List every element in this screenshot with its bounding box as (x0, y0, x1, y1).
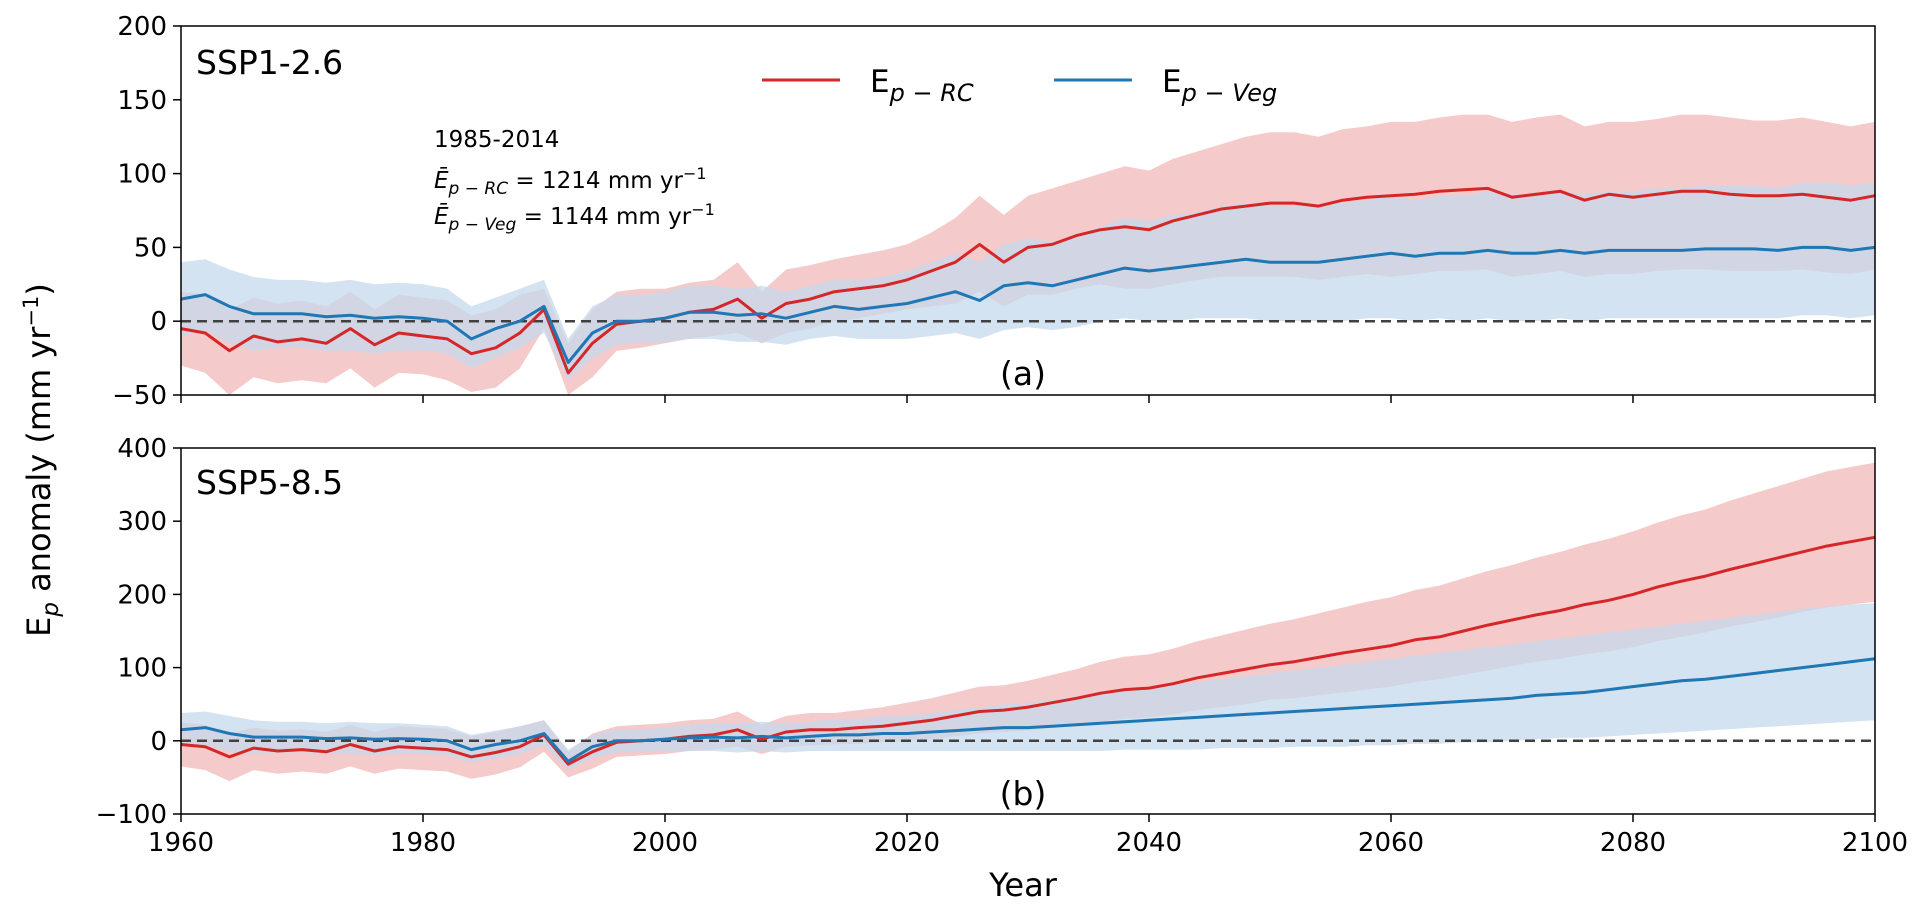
panel-a-yticks: 200 150 100 50 0 −50 (112, 12, 181, 411)
panel-a-line-ep-veg (180, 245, 1876, 364)
panel-a-title: SSP1-2.6 (196, 43, 343, 82)
annotation-veg: Ēp − Veg = 1144 mm yr−1 (434, 200, 715, 235)
y-tick-label: −100 (96, 800, 167, 830)
legend-rc-main: E (870, 64, 890, 100)
annotation-rc: Ēp − RC = 1214 mm yr−1 (434, 164, 707, 199)
y-tick-label: 200 (117, 580, 167, 610)
panel-b-title: SSP5-8.5 (196, 463, 343, 502)
panel-b-band-ep-veg (181, 603, 1875, 771)
annotation-rc-sym: Ē (434, 167, 449, 194)
x-tick-label: 2000 (632, 828, 698, 858)
annotation-veg-sup: −1 (691, 200, 715, 219)
y-tick-label: 150 (117, 86, 167, 116)
x-tick-label: 1980 (390, 828, 456, 858)
panel-b-line-ep-rc (180, 535, 1876, 766)
baseline-annotation: 1985-2014 Ēp − RC = 1214 mm yr−1 Ēp − Ve… (434, 127, 715, 235)
y-axis-title: Ep anomaly (mm yr−1) (19, 283, 64, 637)
panel-a-bands (181, 114, 1875, 395)
panel-a-xticks (180, 395, 1876, 403)
legend: Ep − RC Ep − Veg (762, 64, 1277, 107)
x-tick-label: 2100 (1842, 828, 1908, 858)
y-axis-title-sub: p (38, 602, 64, 618)
panel-a-line-ep-rc (180, 186, 1876, 375)
panel-b-tag: (b) (1000, 774, 1047, 813)
panel-b-xticks: 1960 1980 2000 2020 2040 2060 2080 2100 (148, 814, 1908, 858)
legend-veg-label: Ep − Veg (1162, 64, 1277, 107)
x-tick-label: 2080 (1600, 828, 1666, 858)
legend-veg-main: E (1162, 64, 1182, 100)
x-axis-title: Year (988, 866, 1058, 904)
legend-rc-label: Ep − RC (870, 64, 974, 107)
annotation-rc-sup: −1 (683, 164, 707, 183)
y-tick-label: 400 (117, 434, 167, 464)
y-tick-label: 0 (150, 307, 167, 337)
annotation-rc-sub: p − RC (448, 179, 509, 199)
y-tick-label: 100 (117, 160, 167, 190)
panel-a: 200 150 100 50 0 −50 SSP1-2.6 (a) Ep − RC Ep … (112, 12, 1876, 411)
y-tick-label: −50 (112, 381, 167, 411)
x-tick-label: 1960 (148, 828, 214, 858)
panel-b-yticks: 400 300 200 100 0 −100 (96, 434, 181, 830)
x-tick-label: 2020 (874, 828, 940, 858)
y-axis-title-rest: anomaly (mm yr (20, 326, 58, 602)
annotation-veg-sub: p − Veg (448, 215, 517, 235)
panel-b-lines (180, 535, 1876, 766)
y-axis-title-sup: −1 (19, 296, 43, 327)
y-tick-label: 300 (117, 507, 167, 537)
y-axis-title-close: ) (20, 283, 58, 295)
annotation-veg-value: = 1144 mm yr (516, 204, 691, 230)
y-axis-title-main: E (20, 617, 58, 637)
panel-a-frame (180, 25, 1876, 396)
panel-a-lines (180, 186, 1876, 375)
x-tick-label: 2040 (1116, 828, 1182, 858)
legend-veg-sub: p − Veg (1181, 79, 1278, 107)
annotation-rc-value: = 1214 mm yr (508, 168, 683, 194)
x-tick-label: 2060 (1358, 828, 1424, 858)
panel-a-tag: (a) (1000, 354, 1046, 393)
legend-rc-sub: p − RC (889, 79, 974, 107)
annotation-veg-sym: Ē (434, 203, 449, 230)
y-tick-label: 200 (117, 12, 167, 42)
annotation-period: 1985-2014 (434, 127, 559, 153)
y-tick-label: 100 (117, 654, 167, 684)
panel-b-bands (181, 462, 1875, 782)
panel-b: 400 300 200 100 0 −100 1960 1980 2000 2020 2040 20… (96, 434, 1909, 858)
y-tick-label: 50 (134, 233, 167, 263)
panel-b-line-ep-veg (180, 657, 1876, 763)
y-tick-label: 0 (150, 727, 167, 757)
panel-b-frame (180, 447, 1876, 815)
